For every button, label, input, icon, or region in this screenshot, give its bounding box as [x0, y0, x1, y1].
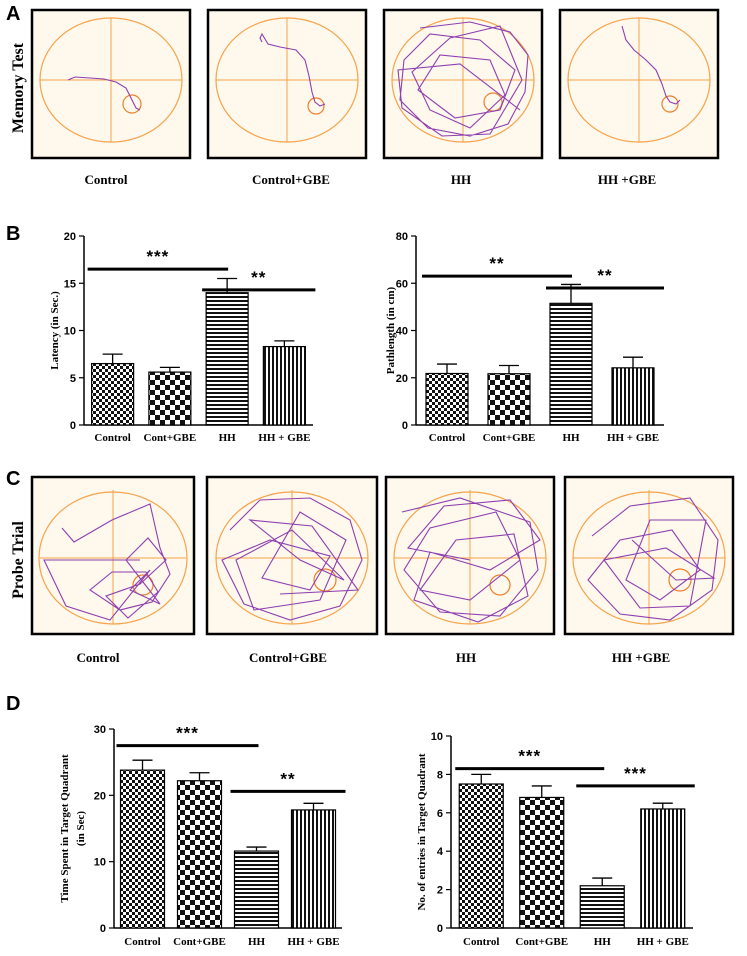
bar-4	[290, 809, 337, 929]
significance-label: **	[489, 254, 504, 273]
y-tick-label: 5	[70, 373, 76, 385]
y-tick-label: 6	[437, 808, 443, 820]
panel-letter-a: A	[6, 3, 20, 25]
panel-letter-d: D	[6, 693, 20, 715]
category-label: Cont+GBE	[173, 936, 226, 948]
y-tick-label: 60	[396, 278, 408, 290]
y-tick-label: 2	[437, 885, 443, 897]
group-label-c-control-gbe: Control+GBE	[249, 650, 327, 665]
significance-label: **	[597, 266, 612, 285]
arena-c-hh	[384, 475, 556, 636]
bar-4	[640, 808, 686, 929]
arena-a-hh-gbe	[558, 8, 720, 160]
y-axis-label: Latency (in Sec.)	[49, 291, 61, 370]
y-tick-label: 20	[64, 231, 76, 243]
group-label-a-hh: HH	[451, 172, 471, 187]
bar-1	[458, 783, 504, 929]
y-axis-label: Pathlength (in cm)	[385, 286, 397, 374]
category-label: HH + GBE	[637, 936, 689, 948]
significance-label: **	[251, 268, 266, 287]
category-label: Control	[463, 936, 499, 948]
category-label: HH + GBE	[287, 936, 339, 948]
arena-c-control	[30, 475, 196, 636]
bar-2	[176, 780, 223, 929]
y-tick-label: 30	[94, 724, 106, 736]
bar-4	[262, 345, 306, 426]
significance-label: **	[280, 769, 295, 788]
group-label-c-hh: HH	[456, 650, 476, 665]
arena-c-control-gbe	[205, 475, 379, 636]
bar-3	[549, 302, 593, 426]
category-label: HH	[219, 432, 237, 444]
category-label: Cont+GBE	[483, 432, 536, 444]
significance-label: ***	[518, 747, 541, 766]
arena-c-hh-gbe	[563, 475, 735, 636]
y-tick-label: 20	[94, 790, 106, 802]
group-label-a-control: Control	[84, 172, 127, 187]
bar-3	[205, 292, 249, 426]
chart-pathlength: 0 20 40 60 80 Control Cont+GBE HH HH + GBE ** ** Pa…	[385, 231, 664, 444]
y-tick-label: 0	[100, 923, 106, 935]
bar-3	[579, 885, 625, 929]
bar-4	[611, 367, 655, 426]
y-tick-label: 10	[431, 731, 443, 743]
category-label: HH + GBE	[258, 432, 310, 444]
y-tick-label: 40	[396, 326, 408, 338]
bar-1	[425, 372, 469, 426]
group-label-c-hh-gbe: HH +GBE	[612, 650, 670, 665]
y-tick-label: 15	[64, 278, 76, 290]
row-title-memory-test: Memory Test	[10, 42, 27, 133]
y-tick-label: 0	[402, 420, 408, 432]
bar-2	[519, 796, 565, 929]
group-label-a-hh-gbe: HH +GBE	[598, 172, 656, 187]
category-label: Control	[94, 432, 130, 444]
bar-2	[487, 373, 531, 426]
significance-label: ***	[176, 724, 199, 743]
bar-3	[233, 850, 280, 929]
y-tick-label: 10	[64, 326, 76, 338]
y-tick-label: 8	[437, 769, 443, 781]
arena-a-hh	[382, 8, 544, 160]
category-label: Cont+GBE	[144, 432, 197, 444]
bar-2	[148, 371, 192, 426]
category-label: HH	[248, 936, 266, 948]
arena-a-control-gbe	[206, 8, 368, 160]
bar-1	[119, 769, 166, 929]
significance-label: ***	[624, 764, 647, 783]
category-label: Cont+GBE	[515, 936, 568, 948]
category-label: HH	[594, 936, 612, 948]
group-label-c-control: Control	[76, 650, 119, 665]
category-label: HH + GBE	[607, 432, 659, 444]
y-tick-label: 0	[437, 923, 443, 935]
bar-1	[91, 362, 135, 426]
panel-letter-c: C	[6, 468, 20, 490]
y-tick-label: 80	[396, 231, 408, 243]
row-title-probe-trial: Probe Trial	[10, 521, 27, 599]
group-label-a-control-gbe: Control+GBE	[252, 172, 330, 187]
y-tick-label: 20	[396, 373, 408, 385]
panel-letter-b: B	[6, 223, 20, 245]
chart-entries: 0 2 4 6 8 10 Control Cont+GBE HH HH + GBE *** *** No…	[416, 731, 695, 948]
y-tick-label: 4	[437, 846, 444, 858]
y-tick-label: 10	[94, 857, 106, 869]
y-axis-label: No. of entries in Target Quadrant	[416, 753, 428, 910]
y-axis-label-units: (in Sec)	[75, 811, 87, 846]
y-axis-label: Time Spent in Target Quadrant	[59, 754, 71, 903]
arena-a-control	[30, 8, 192, 160]
category-label: Control	[429, 432, 465, 444]
y-tick-label: 0	[70, 420, 76, 432]
significance-label: ***	[146, 247, 169, 266]
category-label: Control	[124, 936, 160, 948]
category-label: HH	[562, 432, 580, 444]
